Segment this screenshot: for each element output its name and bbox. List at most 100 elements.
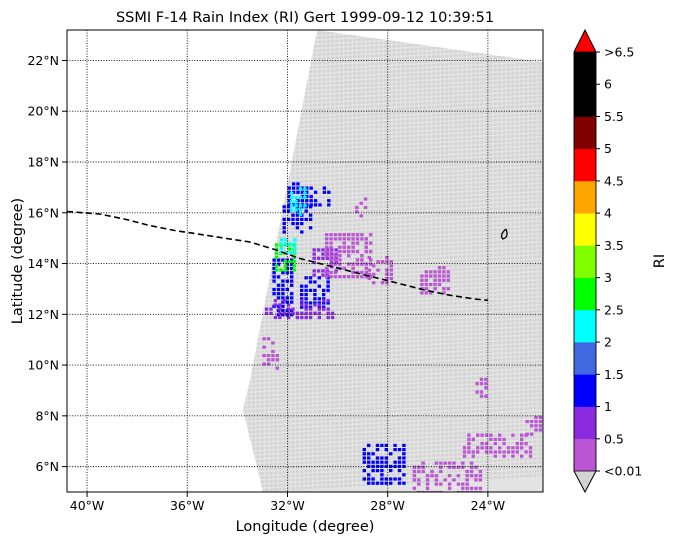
rain-pixel xyxy=(524,442,528,446)
rain-pixel xyxy=(329,233,333,237)
rain-pixel xyxy=(286,303,291,307)
rain-pixel xyxy=(291,190,296,194)
rain-pixel xyxy=(294,208,298,212)
swath-scan-line xyxy=(243,338,543,359)
rain-pixel xyxy=(347,245,351,249)
rain-pixel xyxy=(412,478,417,482)
rain-pixel xyxy=(380,281,385,285)
rain-pixel xyxy=(447,461,452,465)
rain-pixel xyxy=(412,486,417,490)
rain-pixel xyxy=(534,428,538,432)
colorbar-tick-label: 2 xyxy=(604,335,612,350)
rain-pixel xyxy=(272,258,276,262)
rain-pixel xyxy=(274,251,279,255)
storm-track-line xyxy=(67,210,488,302)
swath-scan-line xyxy=(243,262,543,284)
rain-pixel xyxy=(369,258,373,262)
rain-pixel xyxy=(276,275,281,279)
rain-pixel xyxy=(430,474,434,478)
rain-pixel xyxy=(304,307,308,311)
rain-pixel xyxy=(291,182,296,186)
rain-pixel xyxy=(389,264,393,268)
rain-pixel xyxy=(293,238,297,242)
rain-pixel xyxy=(304,305,308,309)
rain-pixel xyxy=(322,299,326,303)
swath-scan-line xyxy=(243,409,543,431)
rain-pixel xyxy=(479,377,484,381)
rain-pixel xyxy=(294,204,298,208)
rain-pixel xyxy=(465,482,469,486)
rain-pixel xyxy=(385,276,389,281)
colorbar: <0.01 0.5 1 1.5 2 2.5 3 3.5 4 4.5 5 5.5 6 >6.5 xyxy=(573,28,642,493)
rain-pixel xyxy=(430,469,434,474)
rain-pixel xyxy=(290,262,294,266)
rain-pixel xyxy=(300,203,305,207)
rain-pixel xyxy=(434,490,439,492)
rain-pixel xyxy=(295,315,300,320)
colorbar-segment xyxy=(574,52,596,85)
rain-pixel xyxy=(397,469,402,473)
rain-pixel xyxy=(272,275,276,279)
rain-pixel xyxy=(384,481,388,485)
swath-scan-line xyxy=(243,308,543,330)
rain-pixel xyxy=(308,288,313,292)
swath-scan-line xyxy=(243,279,543,301)
rain-pixel xyxy=(364,270,368,275)
rain-pixel xyxy=(364,262,368,266)
rain-pixel xyxy=(351,275,355,279)
rain-pixel xyxy=(484,386,488,390)
rain-pixel xyxy=(538,428,543,432)
rain-pixel xyxy=(506,446,511,450)
rain-pixel xyxy=(469,490,474,492)
rain-pixel xyxy=(397,464,402,468)
rain-pixel xyxy=(471,437,475,441)
rain-pixel xyxy=(276,258,281,262)
rain-pixel xyxy=(385,281,389,285)
rain-pixel xyxy=(290,208,294,212)
rain-pixel xyxy=(421,461,425,465)
rain-pixel xyxy=(520,437,524,441)
rain-pixel xyxy=(534,424,538,428)
rain-pixel xyxy=(389,260,393,264)
rain-pixel xyxy=(290,195,294,199)
rain-pixel xyxy=(367,460,371,464)
rain-pixel xyxy=(364,245,368,249)
rain-pixel xyxy=(364,241,368,245)
rain-pixel xyxy=(281,283,285,287)
rain-pixel xyxy=(293,242,297,246)
rain-pixel xyxy=(489,446,493,450)
rain-pixel xyxy=(376,268,380,272)
rain-pixel xyxy=(397,481,402,485)
rain-pixel xyxy=(412,474,417,478)
rain-pixel xyxy=(264,311,269,315)
rain-pixel xyxy=(333,233,338,237)
rain-pixel xyxy=(274,268,279,272)
swath-scan-line xyxy=(243,401,543,422)
rain-pixel xyxy=(465,486,469,490)
rain-pixel xyxy=(296,190,300,194)
rain-pixel xyxy=(281,258,285,262)
rain-pixel xyxy=(262,345,266,349)
x-tick-label: 32°W xyxy=(270,498,305,513)
rain-pixel xyxy=(456,490,461,492)
rain-pixel xyxy=(329,270,333,275)
rain-pixel xyxy=(329,275,333,279)
rain-pixel xyxy=(424,270,428,274)
rain-pixel xyxy=(389,276,393,281)
colorbar-tick-label: 6 xyxy=(604,77,612,92)
rain-pixel xyxy=(452,461,456,465)
rain-pixel xyxy=(278,315,282,320)
swath-scan-line xyxy=(243,371,543,393)
rain-pixel xyxy=(502,442,506,446)
rain-pixel xyxy=(429,270,433,274)
rain-pixel xyxy=(312,252,316,256)
rain-pixel xyxy=(360,275,364,279)
rain-pixel xyxy=(437,270,442,274)
swath-scan-line xyxy=(243,275,543,296)
rain-pixel xyxy=(322,307,326,311)
rain-pixel xyxy=(338,262,342,266)
rain-pixel xyxy=(538,415,543,419)
rain-pixel xyxy=(489,437,493,441)
colorbar-tick-label: 1 xyxy=(604,399,612,414)
rain-pixel xyxy=(308,217,313,221)
